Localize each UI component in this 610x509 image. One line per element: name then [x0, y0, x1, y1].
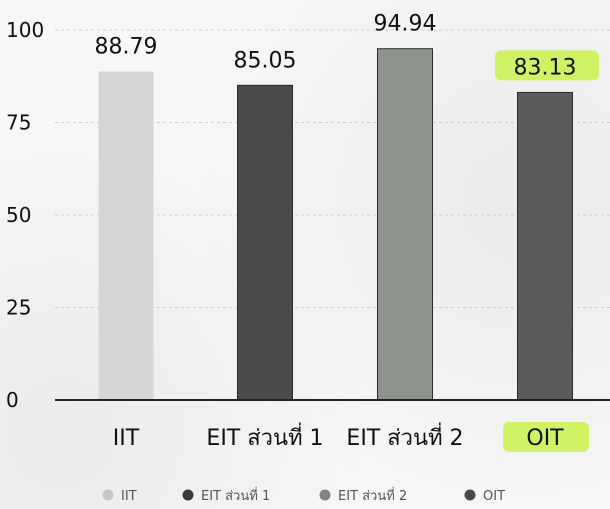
y-tick-label: 0: [6, 388, 19, 412]
bar-1: [237, 84, 293, 401]
value-labels: 88.79 85.05 94.94 83.13: [95, 12, 577, 81]
bar-0: [98, 71, 154, 401]
value-label-3: 83.13: [514, 55, 577, 80]
bar-3: [517, 91, 573, 401]
value-label-1: 85.05: [234, 48, 297, 73]
category-label-1: EIT ส่วนที่ 1: [206, 422, 323, 451]
y-tick-label: 75: [6, 111, 31, 135]
legend: IIT EIT ส่วนที่ 1 EIT ส่วนที่ 2 OIT: [102, 487, 505, 504]
y-tick-label: 100: [6, 18, 44, 42]
bar-2: [377, 48, 433, 401]
category-label-0: IIT: [113, 426, 140, 451]
legend-marker-1: [182, 489, 194, 501]
value-label-0: 88.79: [95, 34, 158, 59]
legend-label-3: OIT: [483, 489, 505, 504]
category-label-2: EIT ส่วนที่ 2: [346, 422, 463, 451]
value-highlight: [495, 50, 599, 81]
legend-marker-2: [319, 489, 331, 501]
bars: [98, 48, 573, 401]
legend-label-0: IIT: [121, 489, 137, 504]
y-tick-label: 25: [6, 296, 31, 320]
y-tick-label: 50: [6, 203, 31, 227]
legend-marker-0: [102, 489, 114, 501]
highlights: [495, 50, 599, 452]
legend-marker-3: [464, 489, 476, 501]
category-label-3: OIT: [526, 426, 564, 451]
category-labels: IIT EIT ส่วนที่ 1 EIT ส่วนที่ 2 OIT: [113, 422, 564, 451]
category-highlight: [503, 422, 589, 452]
value-label-2: 94.94: [374, 12, 437, 37]
legend-label-1: EIT ส่วนที่ 1: [201, 487, 270, 504]
legend-label-2: EIT ส่วนที่ 2: [338, 487, 407, 504]
y-axis-ticks: 0 25 50 75 100: [6, 18, 44, 412]
